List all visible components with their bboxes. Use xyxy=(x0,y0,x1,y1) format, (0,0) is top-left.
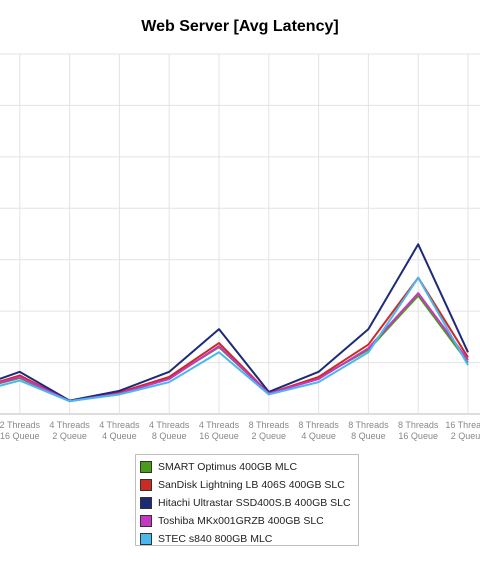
legend-item: SMART Optimus 400GB MLC xyxy=(140,458,358,476)
x-tick-label: 4 Threads 2 Queue xyxy=(49,420,90,441)
legend-label: Toshiba MKx001GRZB 400GB SLC xyxy=(158,515,324,527)
legend-item: SanDisk Lightning LB 406S 400GB SLC xyxy=(140,476,358,494)
series-line-4 xyxy=(0,276,469,403)
x-tick-label: 4 Threads 16 Queue xyxy=(199,420,240,441)
chart-grid xyxy=(0,53,480,415)
x-tick-label: 4 Threads 4 Queue xyxy=(99,420,140,441)
legend-swatch xyxy=(140,515,152,527)
x-tick-label: 8 Threads 16 Queue xyxy=(398,420,439,441)
x-tick-label: 8 Threads 8 Queue xyxy=(348,420,389,441)
legend-item: Hitachi Ultrastar SSD400S.B 400GB SLC xyxy=(140,494,358,512)
legend-swatch xyxy=(140,479,152,491)
chart-legend: SMART Optimus 400GB MLC SanDisk Lightning… xyxy=(135,454,359,546)
series-line-2 xyxy=(0,243,469,402)
series-lines xyxy=(0,243,469,403)
legend-swatch xyxy=(140,461,152,473)
legend-swatch xyxy=(140,497,152,509)
legend-item: STEC s840 800GB MLC xyxy=(140,530,358,548)
legend-label: Hitachi Ultrastar SSD400S.B 400GB SLC xyxy=(158,497,351,509)
legend-label: SanDisk Lightning LB 406S 400GB SLC xyxy=(158,479,345,491)
x-tick-label: 4 Threads 8 Queue xyxy=(149,420,190,441)
legend-label: SMART Optimus 400GB MLC xyxy=(158,461,298,473)
legend-item: Toshiba MKx001GRZB 400GB SLC xyxy=(140,512,358,530)
legend-swatch xyxy=(140,533,152,545)
x-tick-label: 2 Threads 16 Queue xyxy=(0,420,40,441)
x-tick-label: 8 Threads 2 Queue xyxy=(249,420,290,441)
x-tick-label: 8 Threads 4 Queue xyxy=(298,420,339,441)
legend-label: STEC s840 800GB MLC xyxy=(158,533,273,545)
series-line-3 xyxy=(0,292,469,403)
series-line-1 xyxy=(0,276,469,403)
chart-title: Web Server [Avg Latency] xyxy=(141,18,339,35)
